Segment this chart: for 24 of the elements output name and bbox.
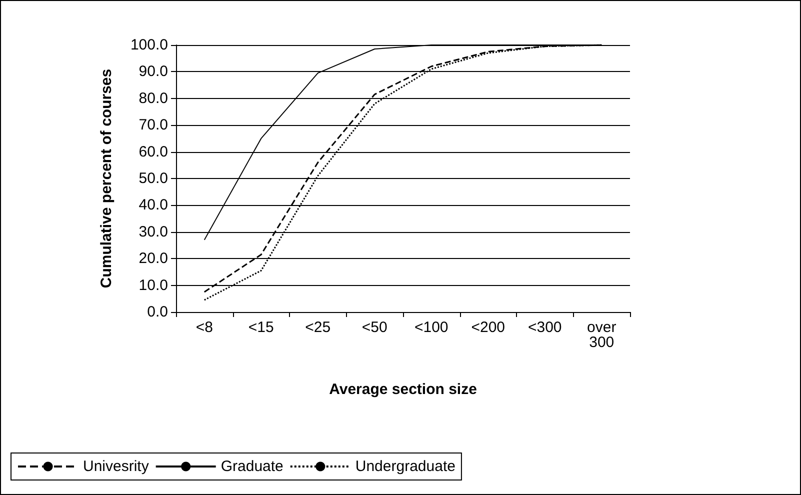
y-tick-label: 60.0 <box>138 143 168 160</box>
x-tick-label: <8 <box>196 319 213 336</box>
y-axis-title: Cumulative percent of courses <box>98 68 115 288</box>
legend-label: Undergraduate <box>355 458 456 475</box>
x-tick-label: <100 <box>414 319 448 336</box>
x-tick-label: over 300 <box>587 319 616 351</box>
y-tick-label: 50.0 <box>138 170 168 187</box>
x-tick-label: <300 <box>528 319 562 336</box>
y-tick-label: 30.0 <box>138 223 168 240</box>
y-tick-label: 0.0 <box>147 304 168 320</box>
y-tick-label: 40.0 <box>138 196 168 214</box>
y-tick-label: 80.0 <box>138 90 168 107</box>
y-tick-label: 70.0 <box>138 116 168 134</box>
x-axis-title: Average section size <box>329 381 477 398</box>
y-tick-label: 100.0 <box>130 36 168 54</box>
x-tick-label: <15 <box>248 319 274 336</box>
y-tick-label: 10.0 <box>138 276 168 294</box>
x-tick-label: <200 <box>471 319 506 336</box>
x-tick-label: <25 <box>305 319 331 336</box>
legend-label: Graduate <box>220 458 284 475</box>
legend-label: Univesrity <box>83 458 150 475</box>
y-tick-label: 20.0 <box>138 250 168 268</box>
y-tick-label: 90.0 <box>138 63 168 80</box>
x-tick-label: <50 <box>362 319 388 336</box>
